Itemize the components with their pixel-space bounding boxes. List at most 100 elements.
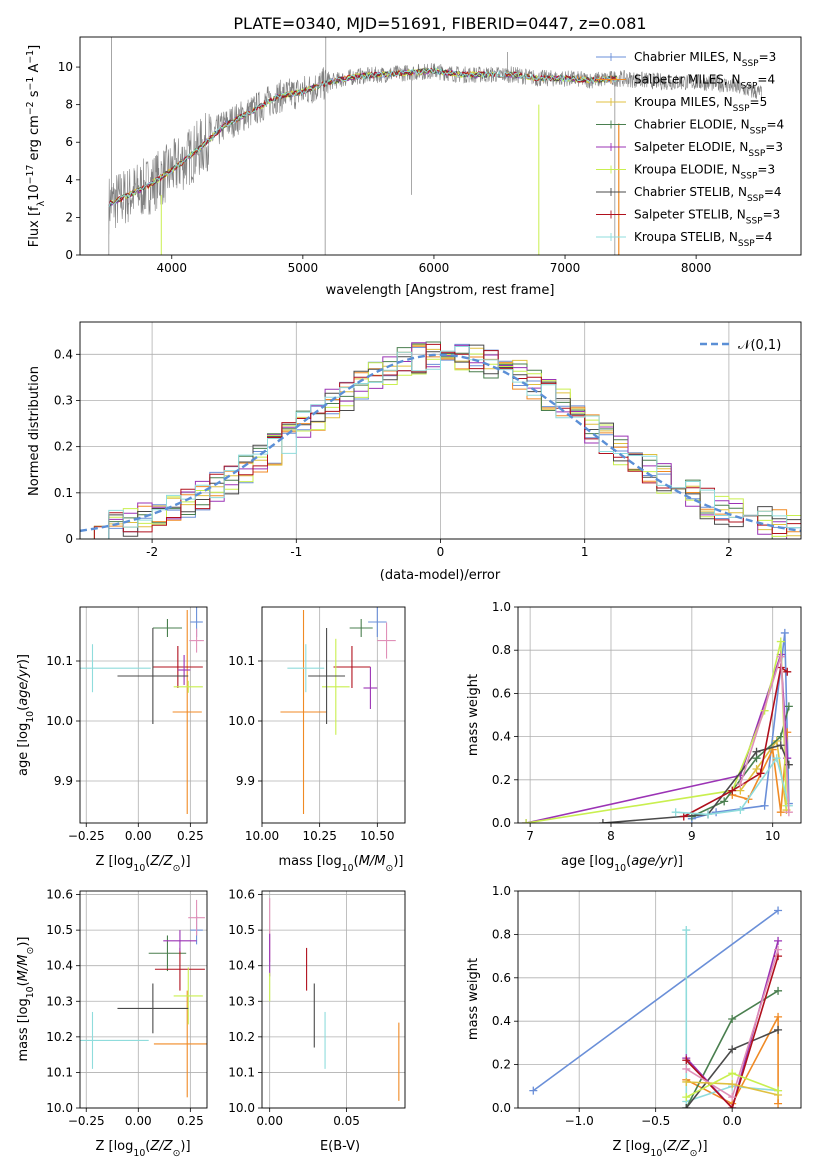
x-tick-label: 8000 (681, 261, 712, 275)
x-tick-label: 0 (437, 545, 445, 559)
legend-label: Kroupa ELODIE, NSSP=3 (634, 163, 775, 182)
legend-label: Salpeter STELIB, NSSP=3 (634, 208, 780, 227)
y-tick-label: 10.1 (228, 654, 255, 668)
weight-point (671, 808, 680, 817)
y-axis-label: Flux [fλ10−17 erg cm−2 s−1 A−1] (25, 45, 47, 247)
y-tick-label: 0.0 (492, 1101, 511, 1115)
weight-line-0 (532, 909, 779, 1092)
y-tick-label: 10.0 (46, 714, 73, 728)
x-tick-label: 0.00 (256, 1114, 283, 1128)
plot-area-mass-vs-ebv (269, 898, 400, 1101)
axes-frame (79, 36, 802, 256)
legend-label: Chabrier MILES, NSSP=3 (634, 50, 776, 69)
legend-label: Chabrier STELIB, NSSP=4 (634, 185, 782, 204)
axes-weight-vs-age: 7 8 9 10 0.0 0.2 0.4 0.6 0.8 1.0 age [log10(age/yr… (466, 600, 802, 874)
y-tick-label: 10.0 (228, 1101, 255, 1115)
weight-point (728, 1015, 737, 1024)
x-tick-label: 10 (765, 829, 780, 843)
legend-label: 𝒩(0,1) (738, 338, 781, 353)
x-tick-label: 4000 (156, 261, 187, 275)
weight-point (682, 926, 691, 935)
y-tick-label: 10.2 (46, 1030, 73, 1044)
weight-point (728, 1045, 737, 1054)
x-axis-label: Z [log10(Z/Z⊙)] (612, 1139, 707, 1159)
weight-point (776, 741, 785, 750)
y-tick-label: 0.4 (492, 730, 511, 744)
y-tick-label: 4 (65, 173, 73, 187)
y-axis-label: mass weight (466, 674, 481, 756)
weight-point (776, 637, 785, 646)
weight-point (728, 786, 737, 795)
weight-point (776, 808, 785, 817)
x-tick-label: 10.00 (245, 829, 279, 843)
y-axis-label: mass [log10(M/M⊙)] (16, 937, 36, 1062)
x-tick-label: 1 (581, 545, 589, 559)
y-tick-label: 10.2 (228, 1030, 255, 1044)
axes-spectrum: 4000 5000 6000 7000 8000 0 2 4 6 8 10 Chabrier MILE… (25, 36, 802, 298)
axes-residuals: -2 -1 0 1 2 0 0.1 0.2 0.3 0.4 𝒩(0,1) (data-model)/e… (27, 321, 802, 583)
x-axis-label: E(B-V) (320, 1139, 360, 1154)
y-axis-label: age [log10(age/yr)] (16, 654, 36, 776)
weight-point (752, 747, 761, 756)
y-tick-label: 0 (65, 248, 73, 262)
x-tick-label: −0.25 (68, 829, 105, 843)
weight-point (784, 808, 793, 817)
x-tick-label: 0.25 (177, 1114, 204, 1128)
x-axis-label: Z [log10(Z/Z⊙)] (95, 854, 190, 874)
y-tick-label: 10.0 (228, 714, 255, 728)
axes-frame (517, 890, 802, 1109)
weight-point (774, 1099, 783, 1108)
y-tick-label: 10.4 (228, 959, 255, 973)
weight-point (682, 1093, 691, 1102)
x-tick-label: -1 (290, 545, 302, 559)
x-tick-label: 8 (607, 829, 615, 843)
weight-point (598, 819, 607, 823)
model-curve-5 (108, 67, 618, 208)
x-tick-label: 10.50 (360, 829, 394, 843)
plot-area-weight-vs-z (529, 906, 783, 1108)
weight-point (774, 945, 783, 954)
weight-point (774, 1086, 783, 1095)
model-curve-6 (108, 68, 618, 208)
axes-frame (79, 890, 208, 1109)
y-tick-label: 10.4 (46, 959, 73, 973)
x-tick-label: −0.25 (68, 1114, 105, 1128)
x-axis-label: age [log10(age/yr)] (561, 854, 683, 874)
y-tick-label: 9.9 (54, 774, 73, 788)
model-curve-2 (108, 68, 618, 208)
plot-area-mass-vs-z (80, 899, 207, 1098)
x-axis-label: Z [log10(Z/Z⊙)] (95, 1139, 190, 1159)
model-curve-1 (108, 68, 618, 208)
y-tick-label: 0.2 (492, 1058, 511, 1072)
y-tick-label: 2 (65, 210, 73, 224)
weight-line-2 (685, 930, 779, 1103)
weight-point (728, 1104, 737, 1108)
y-tick-label: 10.1 (46, 654, 73, 668)
y-tick-label: 0.2 (54, 440, 73, 454)
y-tick-label: 0 (65, 532, 73, 546)
weight-point (780, 628, 789, 637)
weight-point (772, 754, 781, 763)
weight-point (774, 906, 783, 915)
plot-area-residuals (80, 341, 801, 539)
model-curve-4 (108, 69, 618, 208)
x-tick-label: 7 (526, 829, 534, 843)
weight-point (704, 810, 713, 819)
y-tick-label: 10.6 (46, 888, 73, 902)
x-axis-label: mass [log10(M/M⊙)] (279, 854, 404, 874)
y-tick-label: 10.1 (228, 1065, 255, 1079)
weight-point (679, 812, 688, 821)
x-tick-label: 0.00 (125, 829, 152, 843)
y-tick-label: 1.0 (492, 884, 511, 898)
model-curve-8 (108, 67, 618, 208)
plot-area-age-vs-z (80, 607, 204, 814)
y-tick-label: 10.5 (46, 923, 73, 937)
axes-frame (261, 890, 406, 1109)
y-tick-label: 0.8 (492, 927, 511, 941)
weight-point (776, 652, 785, 661)
weight-point (728, 1093, 737, 1102)
weight-point (529, 1086, 538, 1095)
plot-area-spectrum (108, 37, 762, 255)
weight-point (728, 1080, 737, 1089)
